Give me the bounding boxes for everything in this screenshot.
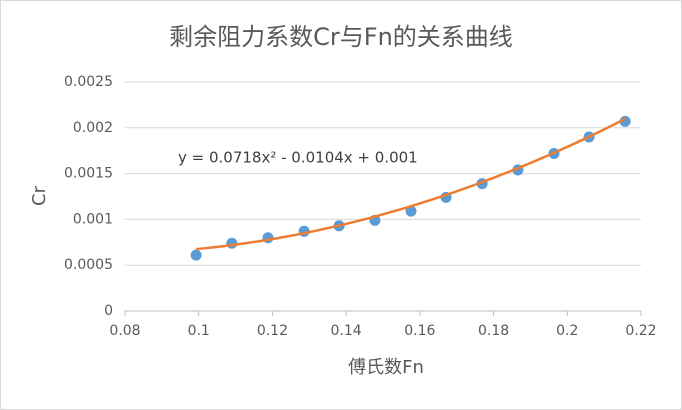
x-tick-label: 0.08 [109, 323, 140, 339]
y-tick-label: 0.0025 [64, 74, 113, 90]
y-tick-label: 0.001 [73, 211, 113, 227]
x-tick-label: 0.1 [188, 323, 210, 339]
y-tick-label: 0.0015 [64, 166, 113, 182]
x-tick-label: 0.14 [331, 323, 362, 339]
data-point [405, 205, 417, 217]
x-axis-label: 傅氏数Fn [348, 357, 424, 378]
data-point [190, 249, 202, 261]
trendline [196, 117, 626, 251]
x-tick-label: 0.16 [404, 323, 435, 339]
trendline-equation: y = 0.0718x² - 0.0104x + 0.001 [178, 149, 418, 167]
y-tick-label: 0.0005 [64, 257, 113, 273]
x-tick-label: 0.12 [257, 323, 288, 339]
data-point [226, 237, 238, 249]
y-tick-label: 0 [104, 303, 113, 319]
y-tick-label: 0.002 [73, 120, 113, 136]
chart-title: 剩余阻力系数Cr与Fn的关系曲线 [169, 23, 513, 51]
x-tick-label: 0.18 [478, 323, 509, 339]
x-tick-label: 0.2 [556, 323, 578, 339]
data-point [619, 115, 631, 127]
x-tick-label: 0.22 [625, 323, 656, 339]
y-axis-label: Cr [29, 185, 50, 206]
